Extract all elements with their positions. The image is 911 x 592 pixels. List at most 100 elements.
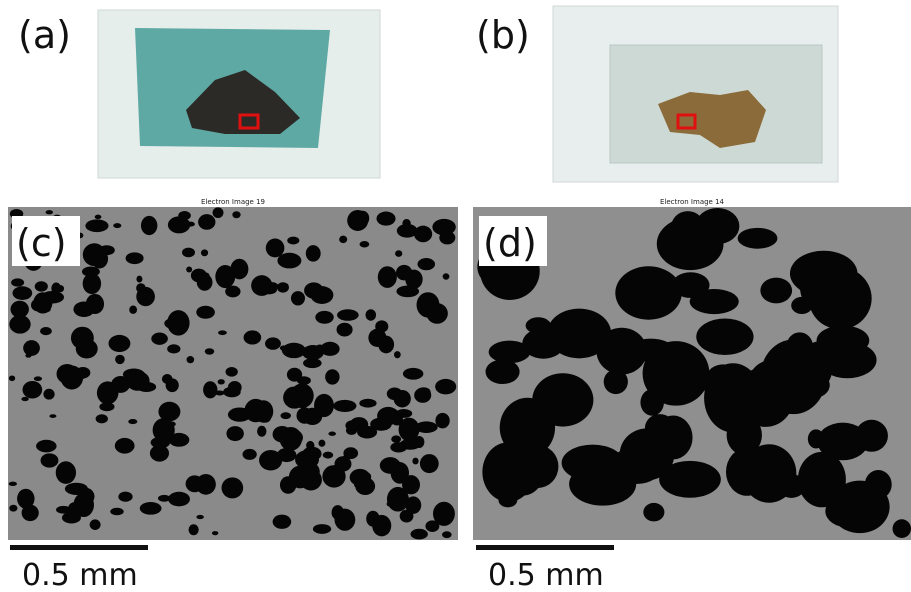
pore	[225, 286, 240, 298]
pore	[213, 207, 224, 218]
pore	[387, 501, 395, 507]
pore	[218, 379, 225, 384]
pore	[169, 314, 179, 320]
pore	[290, 383, 313, 408]
pore	[855, 420, 888, 452]
pore	[394, 390, 411, 407]
pore	[95, 215, 102, 219]
pore	[9, 375, 15, 381]
pore	[109, 335, 131, 352]
panel-label: (a)	[18, 13, 71, 57]
pore	[402, 475, 420, 494]
panel-label: (b)	[476, 13, 530, 57]
pore	[865, 470, 892, 499]
pore	[36, 440, 56, 453]
pore	[41, 291, 64, 304]
pore	[375, 320, 388, 332]
pore	[126, 252, 144, 264]
pore	[412, 458, 418, 465]
pore	[280, 412, 291, 419]
pore	[168, 492, 190, 507]
pore	[817, 326, 870, 356]
pore	[318, 440, 325, 447]
pore	[284, 429, 303, 445]
pore	[196, 306, 215, 319]
pore	[315, 344, 324, 351]
pore	[420, 454, 439, 473]
pore	[110, 508, 123, 516]
pore	[99, 245, 115, 255]
pore	[197, 274, 213, 291]
pore	[417, 258, 435, 270]
pore	[11, 278, 24, 286]
pore	[355, 477, 375, 495]
pore	[442, 531, 452, 538]
pore	[168, 421, 176, 426]
pore	[435, 379, 456, 395]
pore	[547, 309, 611, 359]
pore	[643, 503, 664, 521]
pore	[222, 477, 244, 498]
pore	[390, 442, 407, 452]
pore	[378, 266, 397, 288]
pore	[244, 330, 262, 344]
pore	[396, 285, 419, 297]
pore	[394, 351, 401, 358]
slide-b	[553, 6, 838, 182]
pore	[297, 468, 316, 479]
pore	[13, 286, 33, 300]
pore	[56, 461, 76, 484]
pore	[123, 369, 145, 381]
pore	[205, 348, 215, 354]
pore	[162, 374, 173, 384]
pore	[403, 368, 423, 380]
pore	[703, 374, 739, 397]
pore	[425, 520, 439, 532]
pore	[35, 281, 48, 291]
pore	[9, 482, 17, 486]
pore	[201, 249, 208, 256]
pore	[169, 435, 176, 442]
pore	[115, 355, 125, 364]
pore	[304, 282, 323, 298]
pore	[322, 465, 345, 487]
pore	[291, 291, 305, 305]
pore	[244, 399, 267, 422]
pore	[273, 515, 292, 529]
pore	[482, 442, 534, 502]
pore	[86, 294, 104, 314]
pore	[57, 364, 78, 384]
pore	[70, 484, 80, 491]
pore	[610, 447, 663, 484]
pore	[808, 429, 824, 448]
pore	[281, 283, 288, 287]
scale-bar	[476, 545, 614, 550]
pore	[43, 306, 51, 312]
pore	[730, 396, 773, 425]
pore	[212, 531, 218, 535]
pore	[265, 337, 281, 349]
pore	[347, 210, 368, 231]
pore	[360, 241, 370, 247]
pore	[113, 223, 121, 228]
pore	[337, 309, 359, 320]
pore	[261, 285, 277, 294]
pore	[196, 515, 204, 519]
pore	[314, 394, 334, 417]
pore	[151, 437, 171, 449]
pore	[226, 426, 243, 441]
pore	[432, 219, 455, 235]
pore	[46, 210, 53, 214]
pore	[128, 419, 137, 424]
pore	[51, 283, 61, 294]
pore	[232, 211, 240, 218]
pore	[690, 289, 739, 314]
pore	[302, 447, 321, 461]
pore	[414, 388, 431, 403]
pore	[443, 273, 450, 280]
pore	[31, 299, 44, 311]
pore	[332, 505, 344, 520]
pore	[337, 323, 353, 337]
pore	[366, 309, 376, 321]
pore	[118, 492, 132, 502]
